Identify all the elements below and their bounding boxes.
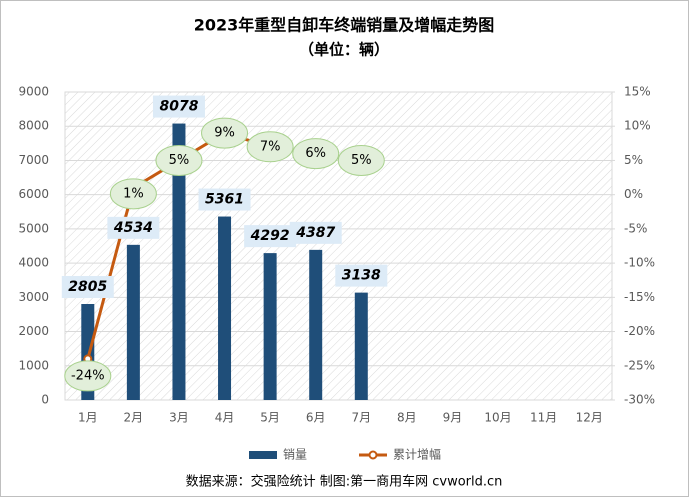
data-label: 4292: [250, 228, 290, 244]
y2-tick-label: 0%: [624, 187, 643, 201]
y2-tick-label: -30%: [624, 393, 655, 407]
y2-tick-label: -25%: [624, 358, 655, 372]
bar: [309, 249, 323, 400]
source-note: 数据来源：交强险统计 制图:第一商用车网 cvworld.cn: [186, 474, 503, 490]
x-tick-label: 4月: [215, 411, 235, 425]
legend-label: 累计增幅: [393, 447, 441, 462]
y-tick-label: 6000: [18, 187, 49, 201]
data-label-bubble: [292, 138, 340, 170]
x-tick-label: 3月: [169, 411, 189, 425]
x-tick-label: 9月: [443, 411, 463, 425]
x-tick-label: 6月: [306, 411, 326, 425]
legend-swatch: [249, 451, 277, 459]
data-label: 4387: [295, 225, 335, 241]
y2-tick-label: 10%: [624, 119, 651, 133]
y2-tick-label: -15%: [624, 290, 655, 304]
data-label-bubble: [337, 144, 385, 176]
legend-label: 销量: [283, 448, 307, 462]
data-label: 5%: [351, 153, 372, 168]
x-tick-label: 5月: [260, 411, 280, 425]
bar: [263, 253, 277, 400]
data-label-box: [289, 221, 342, 244]
data-label: 3138: [342, 268, 381, 284]
data-label: 8078: [159, 99, 198, 115]
data-label-box: [244, 225, 297, 248]
y-tick-label: 3000: [18, 290, 49, 304]
y2-tick-label: -10%: [624, 256, 655, 270]
bar: [218, 216, 232, 400]
data-label-bubble: [201, 117, 249, 149]
x-tick-label: 2月: [124, 411, 144, 425]
y2-tick-label: 15%: [624, 85, 651, 99]
data-label-box: [335, 264, 388, 287]
y-tick-label: 9000: [18, 85, 49, 99]
data-label-box: [61, 276, 114, 299]
data-label-box: [198, 188, 251, 211]
plot-area: [64, 91, 613, 401]
data-label: 9%: [214, 126, 235, 141]
data-label: -24%: [71, 368, 105, 383]
data-label: 5361: [205, 192, 244, 208]
data-label-bubble: [109, 178, 157, 210]
data-label: 7%: [260, 139, 281, 154]
y-tick-label: 5000: [18, 221, 49, 235]
y-tick-label: 0: [41, 393, 49, 407]
y-tick-label: 4000: [18, 256, 49, 270]
data-label-bubble: [246, 131, 294, 163]
y-tick-label: 7000: [18, 153, 49, 167]
data-label: 1%: [123, 186, 144, 201]
bar: [172, 123, 186, 400]
data-label: 5%: [169, 153, 190, 168]
data-label-box: [107, 216, 160, 239]
data-label-box: [152, 95, 205, 118]
chart-subtitle: （单位：辆）: [299, 41, 389, 59]
y-tick-label: 8000: [18, 119, 49, 133]
data-label: 6%: [305, 146, 326, 161]
bar: [354, 292, 368, 400]
x-tick-label: 8月: [397, 411, 417, 425]
x-tick-label: 7月: [351, 411, 371, 425]
x-tick-label: 12月: [576, 411, 603, 425]
data-label: 2805: [68, 279, 107, 295]
y2-tick-label: -20%: [624, 324, 655, 338]
y2-tick-label: -5%: [624, 221, 647, 235]
y-tick-label: 1000: [18, 358, 49, 372]
x-tick-label: 1月: [78, 411, 98, 425]
x-tick-label: 11月: [530, 411, 557, 425]
y2-tick-label: 5%: [624, 153, 643, 167]
y-tick-label: 2000: [18, 324, 49, 338]
bar: [126, 244, 140, 400]
x-tick-label: 10月: [484, 411, 511, 425]
legend-marker: [368, 450, 378, 460]
data-label-bubble: [64, 360, 112, 392]
data-label: 4534: [113, 220, 153, 236]
data-label-bubble: [155, 144, 203, 176]
chart-title: 2023年重型自卸车终端销量及增幅走势图: [194, 16, 495, 35]
